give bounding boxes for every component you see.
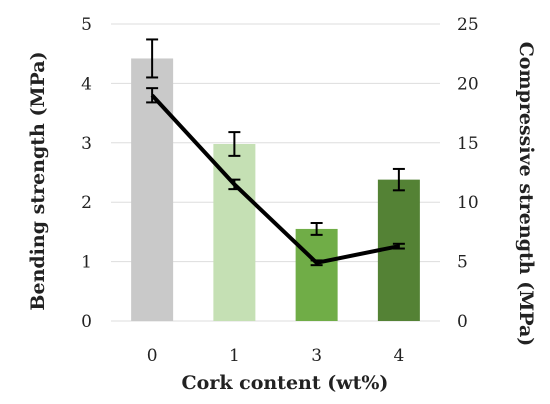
y-right-tick-label: 10 bbox=[457, 193, 479, 213]
y-right-tick-label: 15 bbox=[457, 134, 479, 154]
x-tick-label: 1 bbox=[229, 346, 240, 366]
y-axis-left-title: Bending strength (MPa) bbox=[27, 51, 49, 310]
x-tick-label: 4 bbox=[393, 346, 404, 366]
x-tick-label: 0 bbox=[147, 346, 158, 366]
y-right-tick-label: 20 bbox=[457, 74, 479, 94]
y-right-tick-label: 5 bbox=[457, 253, 468, 273]
x-tick-label: 3 bbox=[311, 346, 322, 366]
y-left-tick-label: 2 bbox=[81, 193, 92, 213]
y-right-tick-label: 0 bbox=[457, 312, 468, 332]
y-left-tick-label: 5 bbox=[81, 15, 92, 35]
label-layer: 0 01 52 103 154 205 250 1 3 4 bbox=[81, 15, 478, 366]
bar bbox=[213, 143, 256, 321]
y-left-tick-label: 4 bbox=[81, 74, 92, 94]
y-right-tick-label: 25 bbox=[457, 15, 479, 35]
y-left-tick-label: 3 bbox=[81, 134, 92, 154]
line-series bbox=[150, 93, 400, 265]
y-left-tick-label: 0 bbox=[81, 312, 92, 332]
bar bbox=[295, 228, 338, 321]
y-axis-right-title: Compressive strength (MPa) bbox=[515, 42, 537, 347]
bar-layer bbox=[131, 38, 420, 322]
y-left-tick-label: 1 bbox=[81, 253, 92, 273]
x-axis-title: Cork content (wt%) bbox=[182, 372, 389, 394]
line-layer bbox=[146, 87, 405, 267]
